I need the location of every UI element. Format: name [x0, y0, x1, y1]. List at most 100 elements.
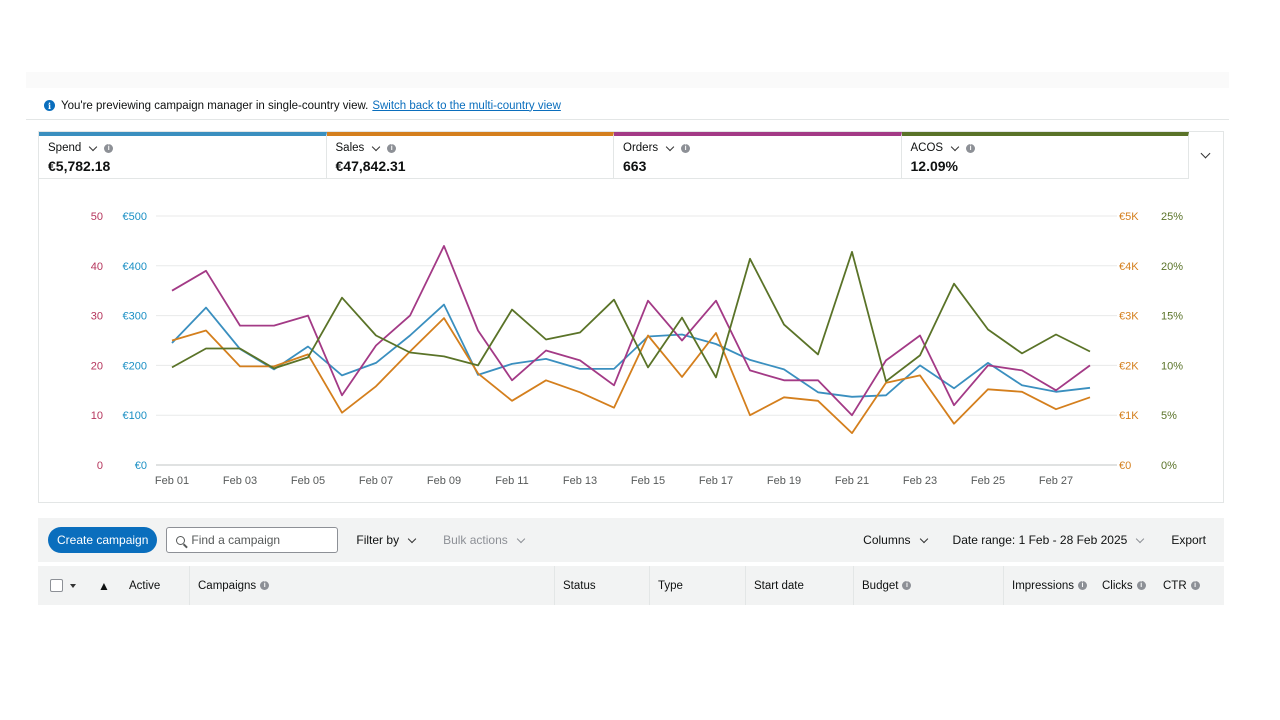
- series-line-acos: [171, 251, 1091, 383]
- x-axis-tick: Feb 21: [835, 475, 869, 487]
- col-type[interactable]: Type: [649, 566, 745, 605]
- col-impressions[interactable]: Impressions i: [1003, 566, 1095, 605]
- info-icon: i: [44, 100, 55, 111]
- campaign-toolbar: Create campaign Filter by Bulk actions C…: [38, 518, 1224, 562]
- x-axis-tick: Feb 17: [699, 475, 733, 487]
- sales-axis-tick: €5K: [1119, 211, 1139, 223]
- sales-axis-tick: €4K: [1119, 261, 1139, 273]
- col-status[interactable]: Status: [554, 566, 649, 605]
- select-all-checkbox[interactable]: [50, 579, 63, 592]
- info-icon[interactable]: i: [966, 143, 976, 153]
- performance-panel: Spend i €5,782.18 Sales i €47,842.31 Order…: [38, 131, 1224, 503]
- select-all-cell: [42, 566, 86, 605]
- sales-axis-tick: €2K: [1119, 360, 1139, 372]
- acos-axis-tick: 25%: [1161, 211, 1183, 223]
- col-budget-label: Budget: [862, 579, 899, 592]
- metric-sales[interactable]: Sales i €47,842.31: [326, 132, 614, 179]
- series-line-orders: [171, 245, 1091, 417]
- col-impressions-label: Impressions: [1012, 579, 1074, 592]
- warning-icon: ▲: [98, 578, 110, 593]
- filter-by-dropdown[interactable]: Filter by: [356, 533, 417, 547]
- orders-axis-tick: 10: [91, 410, 103, 422]
- info-icon[interactable]: i: [902, 581, 912, 590]
- metric-label: Orders: [623, 142, 659, 154]
- col-campaigns[interactable]: Campaigns i: [189, 566, 554, 605]
- x-axis-tick: Feb 09: [427, 475, 461, 487]
- performance-chart: 0 10 20 30 40 50 €0 €100 €200 €300 €400 €500 €0 €1K €2…: [91, 211, 1183, 487]
- metric-value: 12.09%: [910, 158, 958, 174]
- top-strip: [26, 72, 1229, 88]
- caret-down-icon[interactable]: [70, 583, 76, 588]
- info-icon[interactable]: i: [104, 143, 114, 153]
- columns-dropdown[interactable]: Columns: [863, 533, 928, 547]
- col-ctr-label: CTR: [1163, 579, 1187, 592]
- x-axis-tick: Feb 15: [631, 475, 665, 487]
- info-message: You're previewing campaign manager in si…: [61, 99, 369, 112]
- bulk-actions-dropdown[interactable]: Bulk actions: [443, 533, 526, 547]
- sales-axis-tick: €3K: [1119, 311, 1139, 323]
- col-clicks-label: Clicks: [1102, 579, 1133, 592]
- info-icon[interactable]: i: [681, 143, 691, 153]
- metric-acos[interactable]: ACOS i 12.09%: [901, 132, 1189, 179]
- warning-column: ▲: [90, 566, 122, 605]
- series-line-spend: [171, 303, 1091, 398]
- info-icon[interactable]: i: [1190, 581, 1200, 590]
- metric-label: Sales: [335, 142, 365, 154]
- orders-axis-tick: 0: [97, 460, 103, 472]
- x-axis-tick: Feb 01: [155, 475, 189, 487]
- col-campaigns-label: Campaigns: [198, 579, 257, 592]
- series-line-sales: [171, 317, 1091, 435]
- spend-axis-tick: €200: [123, 360, 147, 372]
- orders-axis-tick: 20: [91, 360, 103, 372]
- search-box[interactable]: [166, 527, 339, 553]
- bulk-actions-label: Bulk actions: [443, 533, 508, 547]
- campaign-table-header: ▲ Active Campaigns i Status Type Start da…: [38, 566, 1224, 605]
- sales-axis-tick: €1K: [1119, 410, 1139, 422]
- col-budget[interactable]: Budget i: [853, 566, 1003, 605]
- acos-axis-tick: 15%: [1161, 311, 1183, 323]
- chevron-down-icon: [407, 534, 417, 543]
- x-axis-tick: Feb 03: [223, 475, 257, 487]
- chevron-down-icon: [1136, 534, 1145, 543]
- export-button[interactable]: Export: [1171, 533, 1206, 547]
- x-axis-tick: Feb 23: [903, 475, 937, 487]
- x-axis-tick: Feb 19: [767, 475, 801, 487]
- search-icon: [176, 535, 186, 545]
- spend-axis-tick: €100: [123, 410, 147, 422]
- chevron-down-icon: [516, 534, 526, 543]
- metric-orders[interactable]: Orders i 663: [614, 132, 902, 179]
- acos-axis-tick: 10%: [1161, 360, 1183, 372]
- info-icon[interactable]: i: [1078, 581, 1087, 590]
- date-range-dropdown[interactable]: Date range: 1 Feb - 28 Feb 2025: [952, 533, 1145, 547]
- date-range-label: Date range: 1 Feb - 28 Feb 2025: [952, 533, 1128, 547]
- sales-axis-tick: €0: [1119, 460, 1131, 472]
- create-campaign-button[interactable]: Create campaign: [48, 527, 158, 553]
- metric-spend[interactable]: Spend i €5,782.18: [39, 132, 327, 179]
- search-input[interactable]: [191, 533, 332, 547]
- x-axis-tick: Feb 05: [291, 475, 325, 487]
- col-clicks[interactable]: Clicks i: [1094, 566, 1156, 605]
- info-icon[interactable]: i: [1136, 581, 1146, 590]
- col-active[interactable]: Active: [129, 579, 161, 592]
- orders-axis-tick: 40: [91, 261, 103, 273]
- orders-axis-tick: 50: [91, 211, 103, 223]
- col-ctr[interactable]: CTR i: [1155, 566, 1215, 605]
- info-icon[interactable]: i: [387, 143, 397, 153]
- col-start-date[interactable]: Start date: [745, 566, 853, 605]
- info-icon[interactable]: i: [260, 581, 270, 590]
- metric-label: ACOS: [910, 142, 944, 154]
- acos-axis-tick: 5%: [1161, 410, 1177, 422]
- switch-view-link[interactable]: Switch back to the multi-country view: [372, 99, 561, 112]
- spend-axis-tick: €500: [123, 211, 147, 223]
- x-axis-tick: Feb 13: [563, 475, 597, 487]
- acos-axis-tick: 0%: [1161, 460, 1177, 472]
- acos-axis-tick: 20%: [1161, 261, 1183, 273]
- info-banner: i You're previewing campaign manager in …: [26, 92, 1229, 120]
- x-axis-tick: Feb 25: [971, 475, 1005, 487]
- orders-axis-tick: 30: [91, 311, 103, 323]
- x-axis-tick: Feb 27: [1039, 475, 1073, 487]
- chevron-down-icon: [919, 534, 928, 543]
- x-axis-tick: Feb 11: [495, 475, 528, 487]
- filter-by-label: Filter by: [356, 533, 400, 547]
- columns-label: Columns: [863, 533, 911, 547]
